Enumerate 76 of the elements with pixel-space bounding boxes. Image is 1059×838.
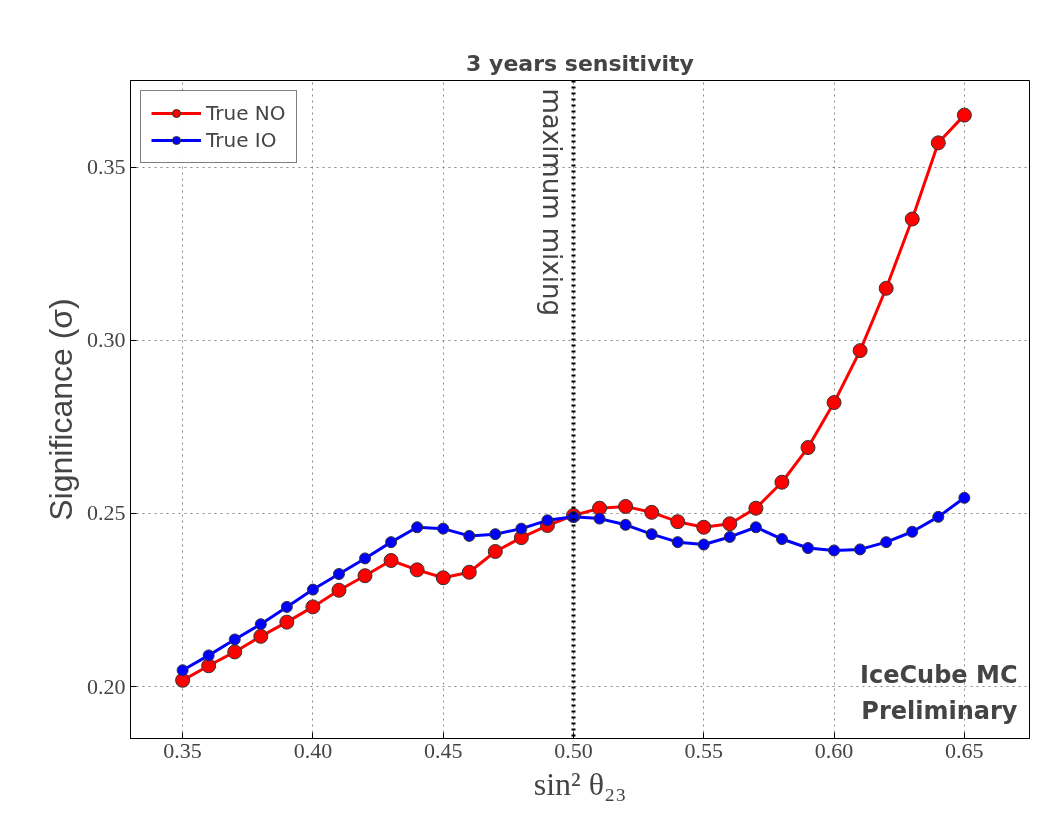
point bbox=[854, 543, 867, 556]
y-tick-label: 0.30 bbox=[87, 327, 126, 353]
point bbox=[774, 474, 790, 490]
legend-label: True NO bbox=[206, 101, 286, 125]
point bbox=[696, 519, 712, 535]
point bbox=[359, 552, 372, 565]
point bbox=[253, 628, 269, 644]
point bbox=[435, 570, 451, 586]
point bbox=[515, 522, 528, 535]
point bbox=[852, 343, 868, 359]
x-tick-label: 0.40 bbox=[293, 737, 333, 763]
x-axis-title: sin² θ₂₃ bbox=[533, 765, 627, 802]
point bbox=[645, 528, 658, 541]
point bbox=[409, 562, 425, 578]
point bbox=[592, 500, 608, 516]
point bbox=[176, 664, 189, 677]
legend-label: True IO bbox=[206, 128, 277, 152]
point bbox=[593, 512, 606, 525]
point bbox=[697, 538, 710, 551]
point bbox=[880, 536, 893, 549]
point bbox=[463, 529, 476, 542]
point bbox=[489, 528, 502, 541]
point bbox=[956, 107, 972, 123]
point bbox=[619, 518, 632, 531]
annotation: Preliminary bbox=[861, 696, 1018, 725]
point bbox=[305, 599, 321, 615]
point bbox=[202, 649, 215, 662]
point bbox=[385, 536, 398, 549]
point bbox=[722, 516, 738, 532]
point bbox=[280, 600, 293, 613]
point bbox=[904, 211, 920, 227]
point bbox=[826, 395, 842, 411]
y-tick-label: 0.25 bbox=[87, 500, 126, 526]
point bbox=[800, 440, 816, 456]
point bbox=[802, 542, 815, 555]
x-tick-label: 0.50 bbox=[554, 737, 593, 763]
annotation: IceCube MC bbox=[860, 660, 1018, 689]
point bbox=[671, 536, 684, 549]
x-tick-label: 0.45 bbox=[423, 737, 463, 763]
point bbox=[930, 135, 946, 151]
point bbox=[644, 504, 660, 520]
point bbox=[775, 533, 788, 546]
point bbox=[723, 530, 736, 543]
point bbox=[411, 521, 424, 534]
point bbox=[749, 521, 762, 534]
point bbox=[878, 280, 894, 296]
point bbox=[357, 568, 373, 584]
x-tick-label: 0.60 bbox=[814, 737, 854, 763]
x-tick-label: 0.35 bbox=[163, 737, 202, 763]
x-tick-label: 0.55 bbox=[684, 737, 724, 763]
y-tick-label: 0.20 bbox=[87, 673, 126, 699]
point bbox=[332, 568, 345, 580]
point bbox=[331, 582, 347, 598]
chart-title: 3 years sensitivity bbox=[466, 50, 694, 76]
point bbox=[461, 564, 477, 580]
y-tick-label: 0.35 bbox=[87, 154, 126, 180]
point bbox=[306, 583, 319, 596]
point bbox=[748, 500, 764, 516]
point bbox=[828, 544, 841, 557]
point bbox=[227, 644, 243, 660]
point bbox=[383, 553, 399, 568]
point bbox=[618, 498, 634, 514]
ref-line-label: maximum mixing bbox=[537, 88, 568, 316]
x-tick-label: 0.65 bbox=[945, 737, 984, 763]
point bbox=[487, 544, 503, 559]
y-axis-title: Significance (σ) bbox=[43, 298, 79, 521]
point bbox=[437, 522, 450, 535]
point bbox=[279, 614, 295, 630]
point bbox=[228, 633, 241, 646]
point bbox=[670, 514, 686, 530]
point bbox=[906, 525, 919, 538]
point bbox=[254, 618, 267, 631]
point bbox=[201, 658, 217, 674]
point bbox=[541, 514, 554, 527]
point bbox=[932, 510, 945, 523]
point bbox=[958, 491, 971, 504]
